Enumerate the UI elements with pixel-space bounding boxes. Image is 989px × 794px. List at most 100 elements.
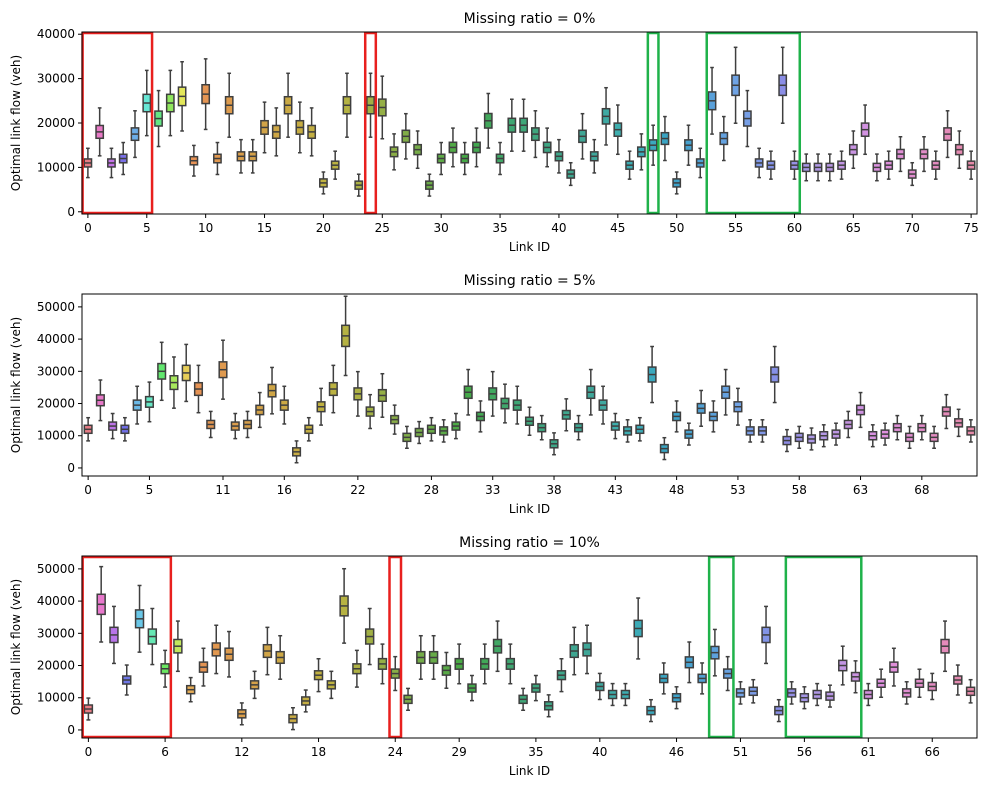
box-57: [754, 147, 764, 179]
box-30: [436, 141, 446, 176]
box-7: [165, 69, 175, 137]
box-13: [249, 670, 260, 700]
box-21: [341, 295, 351, 377]
box-9: [189, 144, 199, 177]
box-62: [876, 668, 886, 699]
y-tick-label: 10000: [37, 160, 75, 174]
box-22: [353, 370, 363, 417]
box-33: [488, 370, 498, 417]
box-18: [295, 101, 305, 154]
box-45: [635, 416, 645, 442]
box-50: [696, 389, 706, 427]
box-17: [283, 72, 293, 138]
x-tick-label: 40: [592, 745, 607, 759]
box-72: [931, 150, 941, 180]
box-65: [848, 130, 858, 170]
box-61: [801, 153, 811, 182]
box-68: [884, 150, 894, 180]
box-2: [107, 147, 116, 179]
box-32: [460, 141, 470, 176]
box-30: [467, 674, 477, 702]
box-14: [262, 626, 273, 676]
x-tick-label: 28: [424, 483, 439, 497]
box-15: [260, 101, 269, 154]
x-tick-label: 18: [311, 745, 326, 759]
box-37: [519, 98, 529, 152]
box-8: [185, 676, 196, 703]
y-axis-label: Optimal link flow (veh): [9, 55, 23, 191]
box-54: [719, 115, 729, 162]
box-46: [647, 345, 657, 404]
box-24: [390, 655, 400, 692]
box-10: [211, 624, 221, 675]
box-47: [636, 133, 646, 171]
box-41: [586, 368, 596, 416]
box-37: [556, 658, 567, 693]
box-9: [193, 364, 204, 414]
chart-title: Missing ratio = 5%: [464, 273, 596, 289]
x-tick-label: 15: [257, 221, 272, 235]
box-66: [927, 672, 937, 701]
box-46: [671, 686, 682, 710]
box-36: [507, 98, 517, 152]
y-tick-label: 10000: [37, 691, 75, 705]
box-3: [120, 416, 130, 442]
y-tick-label: 20000: [37, 659, 75, 673]
box-1: [96, 565, 106, 643]
x-tick-label: 22: [350, 483, 365, 497]
box-30: [451, 412, 461, 440]
chart-title: Missing ratio = 10%: [459, 535, 600, 551]
box-8: [177, 60, 187, 132]
x-tick-label: 56: [797, 745, 812, 759]
box-5: [147, 607, 158, 666]
box-55: [786, 681, 797, 705]
box-14: [248, 138, 258, 174]
box-22: [342, 72, 352, 138]
box-27: [401, 112, 411, 160]
highlight-green-box: [646, 31, 660, 215]
x-tick-label: 5: [146, 483, 154, 497]
box-21: [330, 150, 340, 180]
box-13: [236, 138, 246, 174]
box-62: [843, 410, 853, 439]
box-59: [778, 46, 788, 124]
y-tick-label: 20000: [37, 397, 75, 411]
box-20: [339, 567, 349, 644]
box-48: [672, 400, 682, 433]
box-12: [224, 72, 234, 138]
box-68: [953, 664, 963, 696]
box-6: [157, 341, 167, 402]
x-tick-label: 70: [905, 221, 920, 235]
box-7: [173, 620, 183, 673]
chart-title: Missing ratio = 0%: [464, 11, 596, 27]
box-59: [806, 427, 817, 451]
box-47: [684, 641, 695, 684]
box-51: [735, 681, 746, 705]
box-70: [941, 393, 951, 430]
x-tick-label: 43: [608, 483, 623, 497]
x-tick-label: 0: [84, 483, 92, 497]
box-31: [480, 643, 490, 685]
box-39: [561, 398, 571, 432]
box-50: [672, 171, 682, 195]
box-25: [377, 75, 387, 140]
x-tick-label: 6: [161, 745, 169, 759]
box-51: [684, 124, 693, 166]
box-17: [292, 440, 302, 464]
box-29: [425, 173, 434, 197]
y-tick-label: 30000: [37, 364, 75, 378]
box-3: [118, 141, 128, 176]
y-axis-label: Optimal link flow (veh): [9, 317, 23, 453]
box-69: [929, 425, 939, 450]
box-69: [965, 678, 976, 704]
box-28: [426, 416, 436, 442]
box-35: [531, 674, 541, 702]
box-51: [708, 400, 718, 433]
plot-frame: [81, 293, 978, 477]
box-34: [483, 92, 493, 149]
box-49: [660, 115, 670, 162]
box-64: [837, 150, 846, 180]
box-23: [354, 173, 364, 197]
box-12: [230, 412, 240, 440]
box-0: [83, 697, 94, 721]
